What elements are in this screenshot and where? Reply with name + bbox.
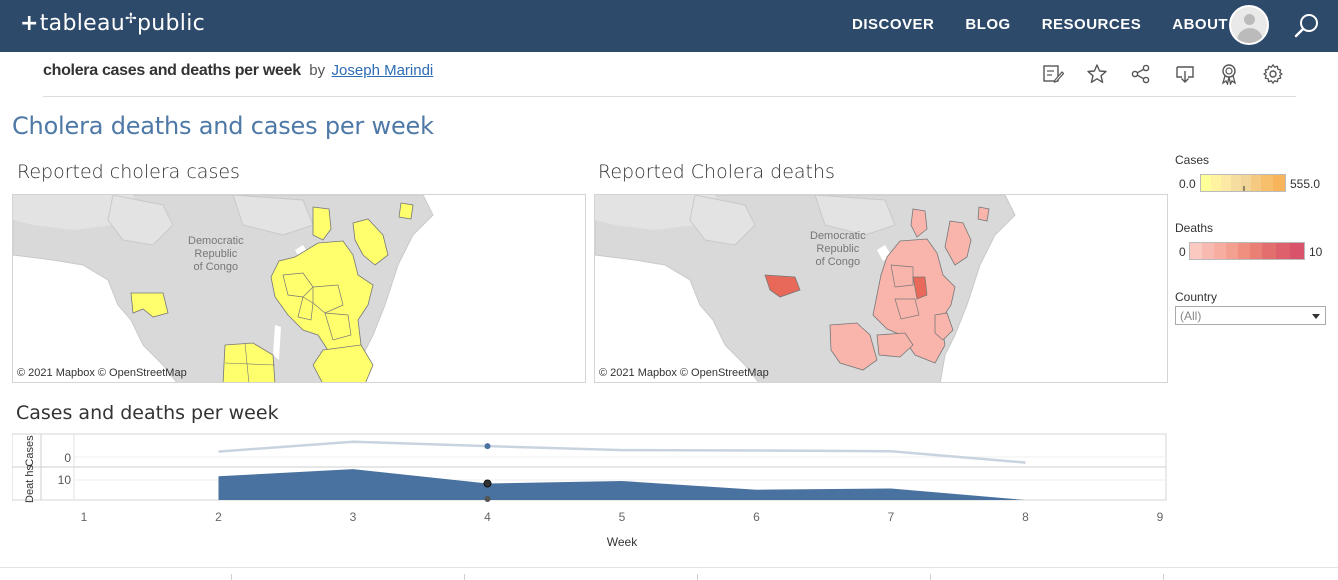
award-ribbon-icon[interactable]: [1218, 63, 1240, 85]
nav-links: DISCOVER BLOG RESOURCES ABOUT: [852, 16, 1259, 33]
download-icon[interactable]: [1174, 63, 1196, 85]
deaths-map-title: Reported Cholera deaths: [598, 161, 835, 183]
deaths-legend-max: 10: [1309, 245, 1323, 259]
cases-ramp-swatches: [1201, 175, 1285, 191]
cases-tick-label: 0: [64, 451, 71, 465]
viz-by-label: by: [309, 62, 326, 79]
x-tick-label: 8: [1022, 510, 1029, 524]
edit-icon[interactable]: [1042, 63, 1064, 85]
author-link[interactable]: Joseph Marindi: [331, 62, 434, 79]
nav-blog-link[interactable]: BLOG: [965, 16, 1011, 33]
footer-tick: [231, 574, 232, 580]
nav-about-link[interactable]: ABOUT: [1172, 16, 1229, 33]
x-tick-label: 7: [888, 510, 895, 524]
deaths-map[interactable]: Democratic Republic of Congo © 2021 Mapbox…: [594, 194, 1168, 383]
viz-header: cholera cases and deaths per week by Jos…: [43, 62, 433, 86]
user-avatar[interactable]: [1229, 5, 1269, 45]
viz-toolbar: [1042, 63, 1306, 85]
footer-tick: [464, 574, 465, 580]
deaths-color-ramp[interactable]: [1189, 242, 1305, 260]
dashboard-title: Cholera deaths and cases per week: [12, 112, 434, 140]
cases-axis-label: Cases: [24, 435, 36, 467]
x-tick-label: 3: [350, 510, 357, 524]
weekly-chart-title: Cases and deaths per week: [16, 402, 279, 424]
header-divider: [43, 96, 1296, 97]
cases-legend-title: Cases: [1175, 153, 1210, 167]
x-tick-label: 6: [753, 510, 760, 524]
footer-divider: [0, 567, 1338, 568]
avatar-head-shape: [1244, 14, 1255, 25]
viz-title: cholera cases and deaths per week: [43, 62, 301, 79]
cases-legend-max: 555.0: [1290, 177, 1321, 191]
deaths-baseline-point[interactable]: [484, 496, 491, 502]
deaths-legend-title: Deaths: [1175, 221, 1214, 235]
share-icon[interactable]: [1130, 63, 1152, 85]
x-tick-label: 9: [1157, 510, 1164, 524]
nav-discover-link[interactable]: DISCOVER: [852, 16, 935, 33]
weekly-chart[interactable]: Cases Deat hs 0 10 1 2 3 4 5 6 7 8 9 Week: [12, 430, 1168, 552]
cases-legend-min: 0.0: [1179, 177, 1196, 191]
map-attribution[interactable]: © 2021 Mapbox © OpenStreetMap: [599, 367, 769, 379]
deaths-highlight-point[interactable]: [483, 479, 492, 488]
favorite-star-icon[interactable]: [1086, 63, 1108, 85]
search-icon[interactable]: [1293, 12, 1321, 40]
nav-resources-link[interactable]: RESOURCES: [1041, 16, 1142, 33]
x-tick-label: 2: [215, 510, 222, 524]
country-dropdown[interactable]: (All): [1175, 306, 1326, 325]
x-tick-label: 1: [81, 510, 88, 524]
deaths-area-series[interactable]: [218, 469, 1026, 500]
cases-line-series[interactable]: [218, 440, 1026, 464]
settings-gear-icon[interactable]: [1262, 63, 1284, 85]
country-dropdown-value: (All): [1180, 309, 1202, 323]
footer-tick: [1163, 574, 1164, 580]
deaths-map-canvas[interactable]: [595, 195, 1168, 383]
country-filter-title: Country: [1175, 290, 1218, 304]
x-tick-label: 5: [619, 510, 626, 524]
deaths-axis-label: Deat hs: [24, 465, 36, 503]
cases-highlight-point[interactable]: [484, 443, 491, 450]
x-axis-label: Week: [607, 535, 638, 549]
footer-tick: [697, 574, 698, 580]
deaths-legend-min: 0: [1179, 245, 1186, 259]
map-country-label: Democratic Republic of Congo: [810, 230, 866, 268]
top-nav: +tableau✢public DISCOVER BLOG RESOURCES …: [0, 0, 1338, 52]
deaths-ramp-swatches: [1190, 243, 1304, 259]
map-attribution[interactable]: © 2021 Mapbox © OpenStreetMap: [17, 367, 187, 379]
deaths-tick-label: 10: [58, 473, 72, 487]
cases-map-canvas[interactable]: [13, 195, 586, 383]
cases-map[interactable]: Democratic Republic of Congo © 2021 Mapbox…: [12, 194, 586, 383]
x-tick-label: 4: [484, 510, 491, 524]
cases-color-ramp[interactable]: [1200, 174, 1286, 192]
footer-tick: [930, 574, 931, 580]
cases-map-title: Reported cholera cases: [17, 161, 240, 183]
avatar-body-shape: [1237, 28, 1263, 43]
tableau-public-logo[interactable]: +tableau✢public: [20, 11, 206, 36]
map-country-label: Democratic Republic of Congo: [188, 235, 244, 273]
chevron-down-icon: [1312, 314, 1320, 319]
